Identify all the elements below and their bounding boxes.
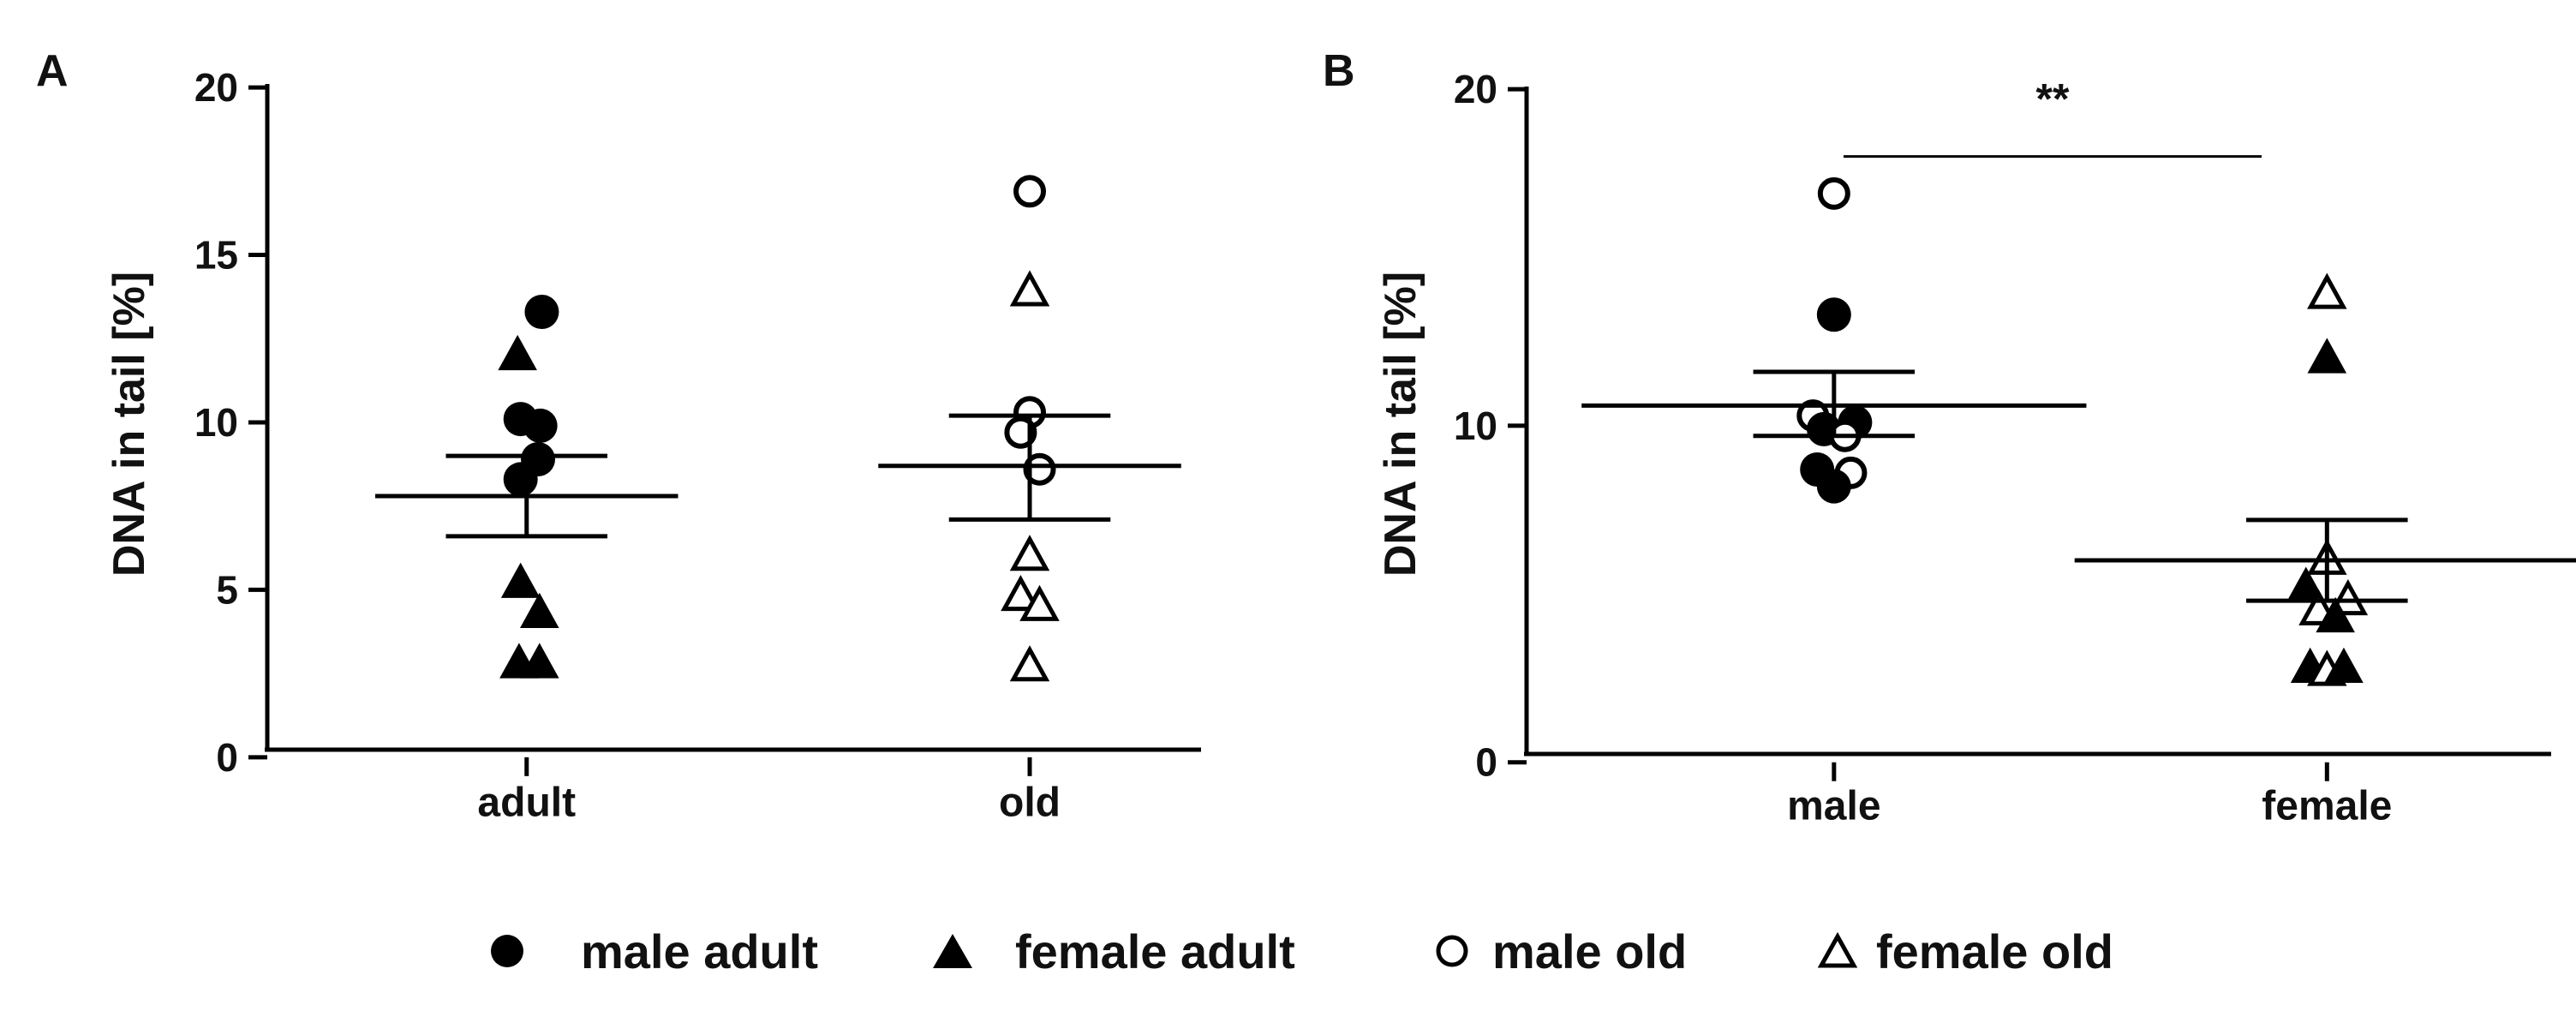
female-adult-point	[2307, 338, 2347, 374]
panel-a-y-axis-label: DNA in tail [%]	[105, 272, 154, 577]
panel-b-letter: B	[1323, 46, 1355, 96]
legend-label: female old	[1876, 924, 2113, 978]
x-tick-label: female	[2262, 784, 2392, 829]
legend-item-male-adult: male adult	[491, 924, 818, 978]
female-adult-point	[2316, 596, 2355, 633]
male-old-point	[1817, 176, 1850, 210]
male-adult-point	[1816, 297, 1851, 332]
female-old-point	[1019, 584, 1060, 621]
panel-b-y-axis-label: DNA in tail [%]	[1376, 272, 1425, 577]
legend-label: male adult	[581, 924, 818, 978]
male-old-point	[1004, 416, 1037, 449]
legend-item-female-adult: female adult	[933, 924, 1295, 978]
legend-item-female-old: female old	[1817, 924, 2113, 978]
male-old-point	[1023, 452, 1056, 486]
female-adult-point	[500, 562, 541, 598]
significance-label: **	[2036, 75, 2070, 123]
legend: male adult female adult male old female …	[491, 924, 2113, 978]
female-adult-point	[2324, 647, 2364, 684]
y-tick-label: 10	[1454, 404, 1497, 448]
female-adult-point	[519, 643, 559, 679]
female-old-point	[1001, 575, 1041, 612]
panel-a: A DNA in tail [%] 0 5 10 15 20 adult old	[36, 46, 1201, 826]
legend-label: male old	[1492, 924, 1687, 978]
female-old-point	[1009, 645, 1050, 682]
x-tick-label: old	[999, 781, 1061, 826]
male-old-point	[1013, 175, 1047, 208]
male-adult-point	[1816, 469, 1851, 504]
y-tick-label: 15	[194, 233, 238, 278]
male-adult-point	[524, 295, 559, 330]
male-adult-point	[523, 408, 558, 443]
panel-a-marks: 0 5 10 15 20 adult old	[194, 65, 1181, 826]
male-adult-point	[503, 462, 538, 497]
panel-b: B DNA in tail [%] 0 10 20 male female **	[1323, 46, 2576, 829]
y-tick-label: 0	[216, 735, 238, 780]
legend-item-male-old: male old	[1436, 924, 1687, 978]
female-old-point	[2307, 272, 2347, 309]
y-tick-label: 0	[1475, 740, 1497, 785]
open-triangle-icon	[1817, 931, 1858, 968]
filled-circle-icon	[491, 935, 523, 967]
open-circle-icon	[1436, 935, 1468, 967]
x-tick-label: male	[1787, 784, 1880, 829]
female-adult-point	[519, 592, 559, 629]
panel-a-letter: A	[36, 46, 69, 96]
x-tick-label: adult	[477, 781, 576, 826]
female-old-point	[1009, 535, 1050, 571]
y-tick-label: 5	[216, 567, 238, 612]
female-old-point	[1009, 270, 1050, 307]
legend-label: female adult	[1015, 924, 1295, 978]
female-adult-point	[498, 334, 537, 371]
y-tick-label: 20	[1454, 67, 1497, 111]
y-tick-label: 10	[194, 400, 238, 445]
female-adult-point	[2286, 566, 2326, 602]
filled-triangle-icon	[933, 934, 972, 968]
panel-b-marks: 0 10 20 male female	[1454, 67, 2576, 829]
y-tick-label: 20	[194, 65, 238, 110]
